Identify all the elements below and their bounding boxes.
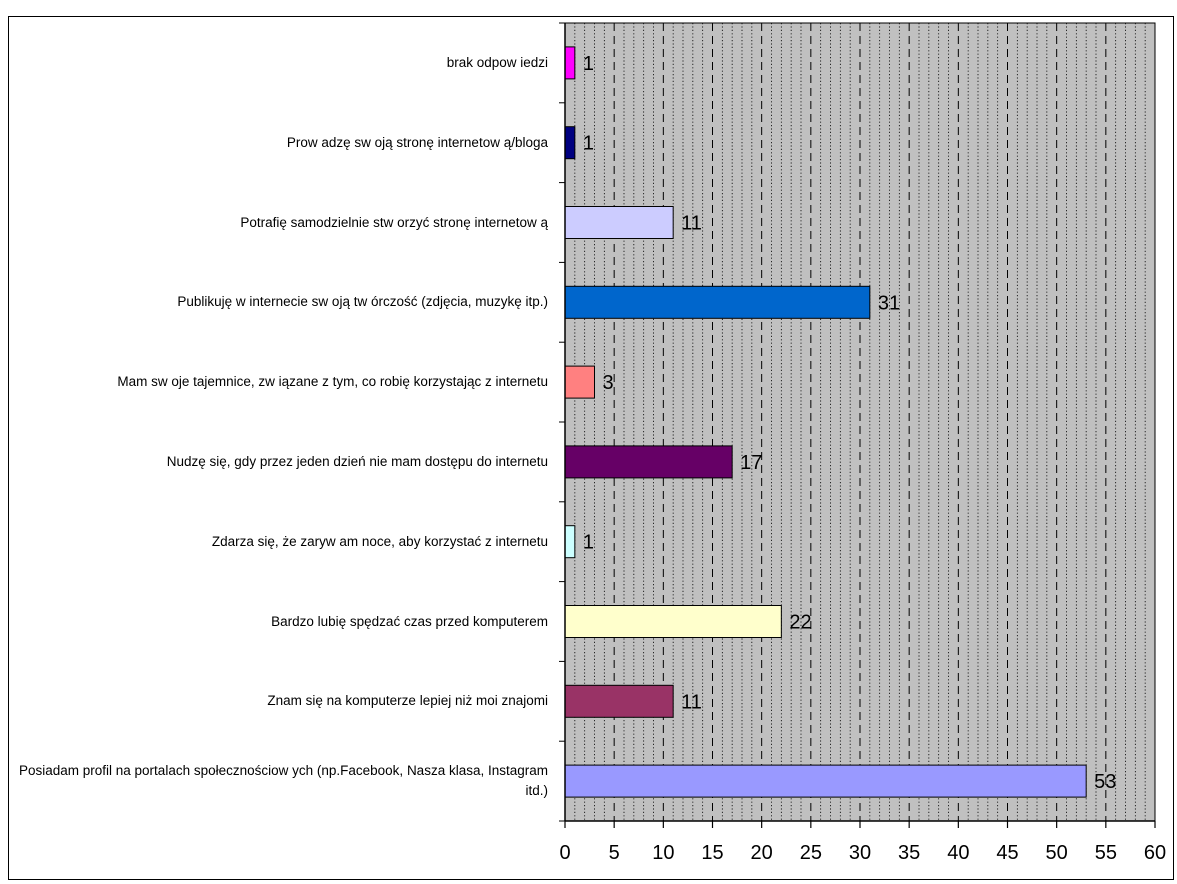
category-label: Nudzę się, gdy przez jeden dzień nie mam… bbox=[166, 453, 548, 469]
category-label: brak odpow iedzi bbox=[446, 54, 548, 70]
x-tick-label: 40 bbox=[947, 842, 969, 864]
data-label: 17 bbox=[740, 452, 762, 474]
x-tick-label: 55 bbox=[1095, 842, 1117, 864]
bar bbox=[564, 525, 576, 559]
bar bbox=[564, 285, 871, 319]
bar bbox=[564, 764, 1087, 798]
chart-frame: 1 1 11 31 3 17 1 22 11 53 0 5 10 15 20 25 30 35 40 45 50 55 60… bbox=[8, 16, 1174, 880]
category-label: Mam sw oje tajemnice, zw iązane z tym, c… bbox=[117, 374, 548, 390]
data-label: 11 bbox=[681, 213, 702, 235]
x-tick-label: 10 bbox=[652, 842, 674, 864]
category-label: Prow adzę sw oją stronę internetow ą/blo… bbox=[286, 134, 548, 150]
data-label: 11 bbox=[681, 691, 702, 713]
data-label: 3 bbox=[603, 372, 614, 394]
bar bbox=[564, 46, 576, 80]
data-label: 31 bbox=[878, 292, 900, 314]
data-label: 22 bbox=[789, 612, 811, 634]
x-tick-label: 20 bbox=[751, 842, 773, 864]
bar bbox=[564, 206, 674, 239]
bar bbox=[564, 684, 674, 718]
bar bbox=[564, 445, 733, 479]
bar bbox=[564, 605, 782, 638]
x-tick-label: 60 bbox=[1144, 842, 1166, 864]
data-label: 53 bbox=[1094, 771, 1116, 793]
x-tick-label: 15 bbox=[701, 842, 723, 864]
x-tick-label: 5 bbox=[609, 842, 620, 864]
bar bbox=[564, 126, 576, 160]
x-tick-label: 30 bbox=[849, 842, 871, 864]
x-tick-label: 50 bbox=[1046, 842, 1068, 864]
category-label: Posiadam profil na portalach społecznośc… bbox=[18, 763, 548, 799]
x-tick-label: 35 bbox=[898, 842, 920, 864]
x-tick-label: 0 bbox=[559, 842, 570, 864]
category-label: Znam się na komputerze lepiej niż moi zn… bbox=[267, 693, 548, 709]
data-label: 1 bbox=[583, 133, 594, 155]
x-tick-label: 45 bbox=[996, 842, 1018, 864]
x-tick-label: 25 bbox=[800, 842, 822, 864]
bar bbox=[564, 365, 595, 399]
category-label: Potrafię samodzielnie stw orzyć stronę i… bbox=[240, 214, 548, 230]
category-label: Publikuję w internecie sw oją tw órczość… bbox=[177, 294, 548, 310]
category-label: Bardzo lubię spędzać czas przed komputer… bbox=[271, 613, 548, 629]
data-label: 1 bbox=[583, 532, 594, 554]
data-label: 1 bbox=[583, 53, 594, 75]
category-label: Zdarza się, że zaryw am noce, aby korzys… bbox=[211, 533, 548, 549]
